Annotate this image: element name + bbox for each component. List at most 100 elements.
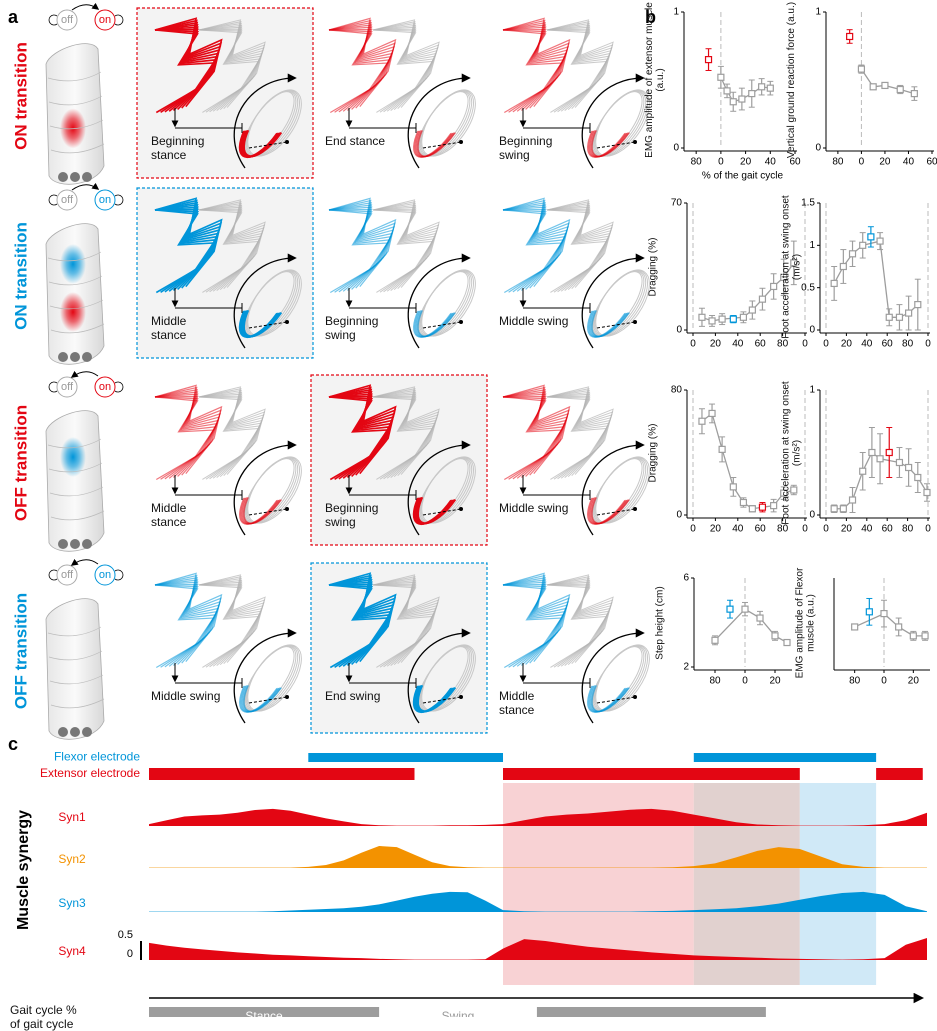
- x-tick-label: 20: [841, 339, 853, 350]
- data-point: [757, 615, 763, 621]
- x-tick-label: 60: [755, 524, 767, 535]
- phase-label: Middle stance: [151, 501, 223, 529]
- y-axis-label: Foot acceleration at swing onset (m/s²): [780, 188, 804, 345]
- data-point: [749, 506, 755, 512]
- y-tick-label: 1: [809, 385, 815, 396]
- endpoint: [633, 140, 637, 144]
- y-tick-label: 0: [809, 325, 815, 336]
- phase-label: Middle stance: [499, 689, 571, 717]
- row-title: ON transition: [11, 222, 30, 330]
- y-tick-label: 0: [815, 143, 821, 154]
- data-point: [886, 450, 892, 456]
- switch-label: off: [61, 14, 74, 26]
- data-point: [718, 74, 724, 80]
- x-tick-label: 20: [710, 339, 722, 350]
- x-tick-label: 20: [740, 157, 752, 168]
- data-point: [870, 84, 876, 90]
- switch-arrow: [72, 372, 98, 377]
- stick-figure: [329, 205, 393, 290]
- cord-end: [70, 727, 80, 737]
- data-point: [897, 87, 903, 93]
- data-point: [727, 606, 733, 612]
- endpoint: [459, 507, 463, 511]
- switch-label: on: [99, 381, 111, 393]
- data-point: [850, 251, 856, 257]
- x-tick-label: 60: [755, 339, 767, 350]
- stick-figure: [503, 392, 567, 477]
- stick-figure: [199, 392, 263, 477]
- switch-loop: [115, 570, 123, 580]
- scale-label: 0.5: [118, 929, 133, 941]
- data-point: [860, 468, 866, 474]
- switch-arrow: [72, 5, 98, 10]
- data-point: [759, 84, 765, 90]
- data-point: [724, 88, 730, 94]
- electrode-bar: [876, 768, 923, 780]
- y-tick-label: 80: [671, 385, 683, 396]
- x-tick-label: 40: [732, 339, 744, 350]
- synergy-label: Syn4: [58, 944, 86, 958]
- x-tick-label: 80: [832, 157, 844, 168]
- stick-figure: [503, 580, 567, 665]
- data-point: [922, 633, 928, 639]
- data-point: [906, 465, 912, 471]
- switch-loop: [49, 15, 57, 25]
- cord-end: [58, 727, 68, 737]
- series-line: [861, 69, 914, 93]
- x-tick-label: 0: [925, 524, 931, 535]
- row-title: OFF transition: [11, 593, 30, 709]
- endpoint: [285, 140, 289, 144]
- data-point: [869, 450, 875, 456]
- switch-label: off: [61, 194, 74, 206]
- trajectory: [583, 263, 653, 344]
- cord-end: [58, 352, 68, 362]
- cord-end: [70, 352, 80, 362]
- switch-arrow: [72, 560, 98, 565]
- data-point: [719, 446, 725, 452]
- electrode-label: Extensor electrode: [40, 766, 140, 780]
- data-point: [915, 475, 921, 481]
- x-tick-label: 40: [732, 524, 744, 535]
- x-tick-label: 80: [902, 339, 914, 350]
- stick-figure: [199, 580, 263, 665]
- phase-label: Beginning swing: [499, 134, 571, 162]
- data-point: [730, 99, 736, 105]
- y-axis-label: Vertical ground reaction force (a.u.): [786, 0, 810, 163]
- switch-loop: [49, 382, 57, 392]
- trajectory: [409, 263, 479, 344]
- data-point: [910, 633, 916, 639]
- cord-end: [82, 539, 92, 549]
- series-line: [834, 241, 918, 317]
- x-tick-label: 40: [861, 339, 873, 350]
- y-tick-label: 6: [683, 573, 689, 584]
- data-point: [868, 234, 874, 240]
- stimulation-hotspot: [60, 437, 86, 477]
- swing-label: Swing: [442, 1009, 475, 1017]
- endpoint: [633, 507, 637, 511]
- stance-label: Stance: [245, 1009, 283, 1017]
- endpoint: [633, 320, 637, 324]
- trajectory: [583, 83, 653, 164]
- endpoint: [285, 507, 289, 511]
- stimulation-hotspot: [60, 292, 86, 332]
- data-point: [719, 316, 725, 322]
- switch-label: off: [61, 569, 74, 581]
- x-axis-label: Gait cycle % of gait cycle: [10, 1003, 90, 1031]
- endpoint: [285, 320, 289, 324]
- y-tick-label: 1: [673, 7, 679, 18]
- electrode-bar: [149, 768, 415, 780]
- x-tick-label: 0: [925, 339, 931, 350]
- phase-label: Beginning swing: [325, 314, 397, 342]
- endpoint: [285, 695, 289, 699]
- data-point: [771, 503, 777, 509]
- data-point: [709, 318, 715, 324]
- data-point: [740, 314, 746, 320]
- y-axis-label: Muscle synergy: [15, 810, 32, 930]
- electrode-label: Flexor electrode: [54, 750, 140, 764]
- cord-end: [70, 172, 80, 182]
- y-tick-label: 70: [671, 198, 683, 209]
- phase-shading: [694, 783, 800, 985]
- cord-end: [82, 352, 92, 362]
- data-point: [759, 504, 765, 510]
- stick-figure: [503, 25, 567, 110]
